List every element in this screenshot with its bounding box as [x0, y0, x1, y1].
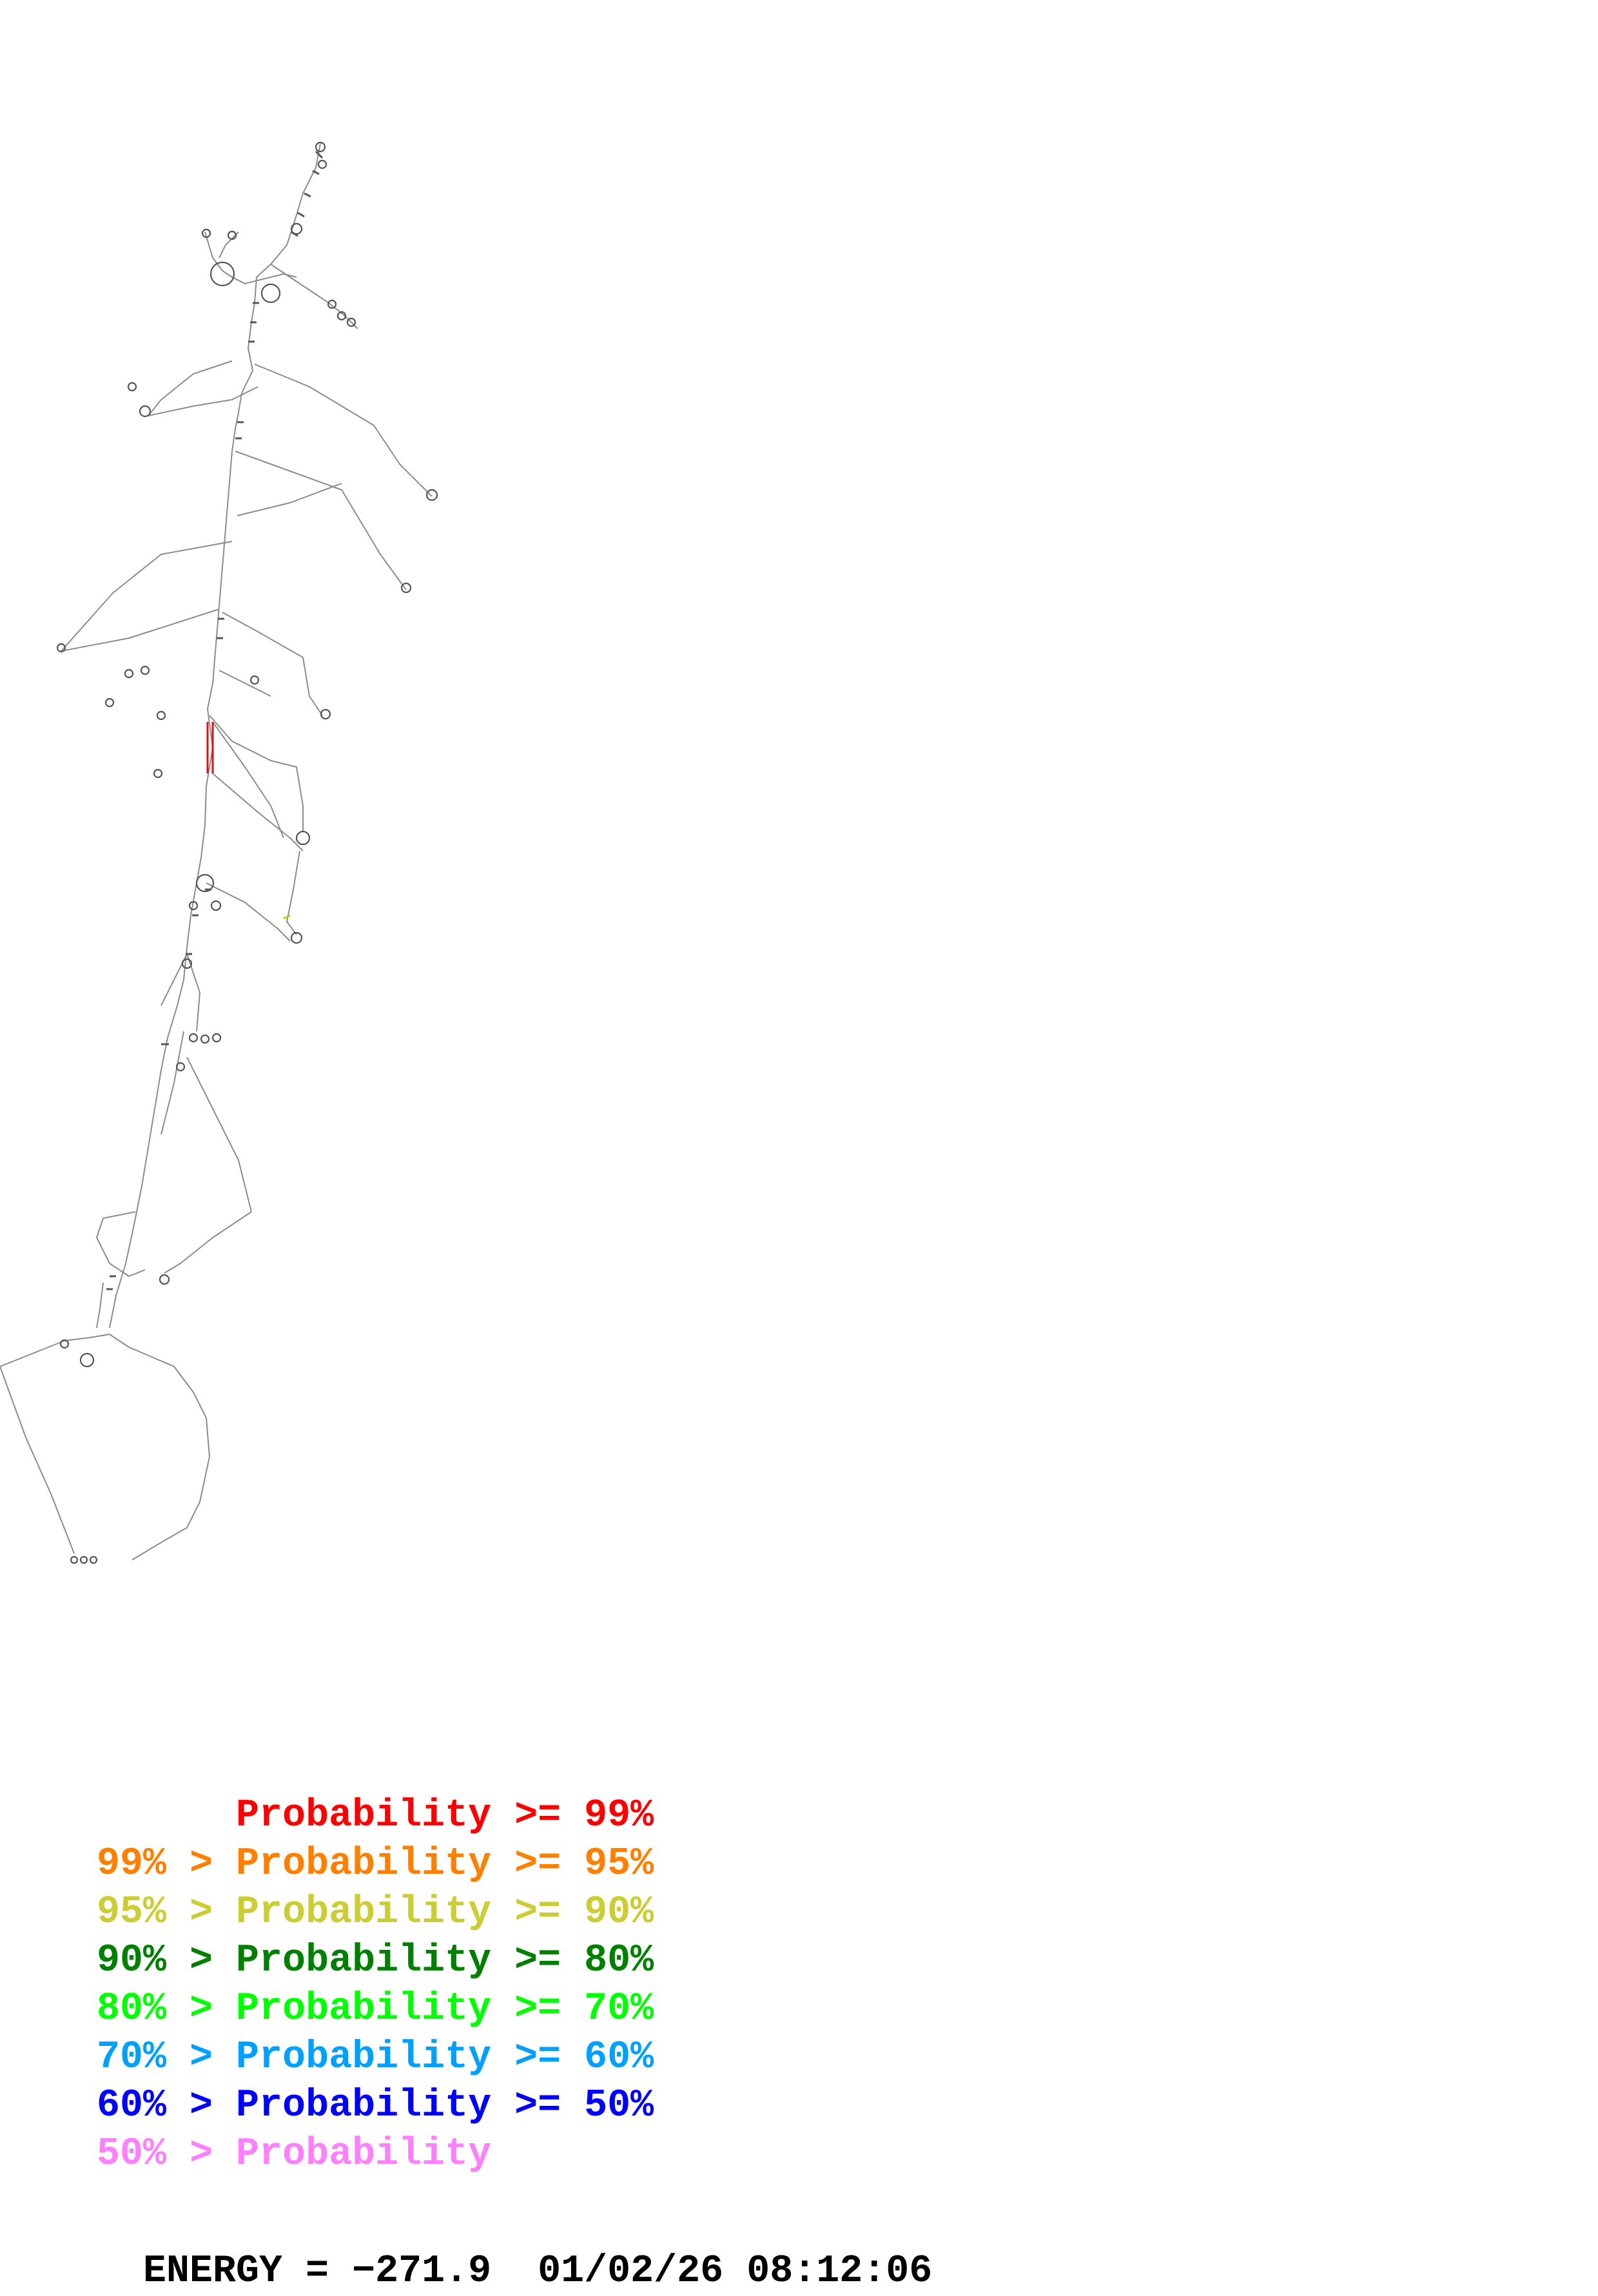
legend-gt: >	[190, 1939, 237, 1983]
legend-value: 95%	[584, 1842, 654, 1886]
legend-row: 50% > Probability	[97, 2130, 654, 2179]
legend-gt: >	[190, 1842, 237, 1886]
legend-row: 80% > Probability >= 70%	[97, 1985, 654, 2034]
legend-prefix: 60%	[97, 2084, 190, 2128]
legend-row: 60% > Probability >= 50%	[97, 2082, 654, 2130]
legend-gt: >	[190, 2036, 237, 2079]
legend-ge: >=	[491, 2084, 585, 2128]
energy-footer: ENERGY = −271.9 01/02/26 08:12:06	[97, 2199, 932, 2296]
legend-value: 70%	[584, 1987, 654, 2031]
legend-label: Probability	[236, 2132, 492, 2176]
energy-value: −271.9	[352, 2250, 492, 2293]
legend-label: Probability	[236, 1842, 492, 1886]
legend-ge: >=	[491, 1794, 585, 1838]
legend-row: 95% > Probability >= 90%	[97, 1889, 654, 1937]
legend-prefix: 50%	[97, 2132, 190, 2176]
legend-label: Probability	[236, 1987, 492, 2031]
legend-ge: >=	[491, 1939, 585, 1983]
legend-row: 70% > Probability >= 60%	[97, 2034, 654, 2082]
legend-gt: >	[190, 2132, 237, 2176]
rna-secondary-structure-drawing	[0, 141, 438, 1564]
legend-value: 50%	[584, 2084, 654, 2128]
legend-value: 99%	[584, 1794, 654, 1838]
legend-prefix: 80%	[97, 1987, 190, 2031]
legend-prefix: 70%	[97, 2036, 190, 2079]
legend-ge: >=	[491, 2036, 585, 2079]
legend-row: 90% > Probability >= 80%	[97, 1937, 654, 1985]
energy-label: ENERGY =	[143, 2250, 353, 2293]
legend-gt: >	[190, 1987, 237, 2031]
legend-label: Probability	[236, 1939, 492, 1983]
probability-legend: Probability >= 99% 99% > Probability >= 9…	[97, 1792, 654, 2179]
legend-row: 99% > Probability >= 95%	[97, 1840, 654, 1889]
legend-gt: >	[190, 2084, 237, 2128]
backbone	[0, 142, 433, 1561]
legend-prefix: 90%	[97, 1939, 190, 1983]
legend-ge: >=	[491, 1891, 585, 1934]
legend-gt: >	[190, 1891, 237, 1934]
date-stamp: 01/02/26	[538, 2250, 724, 2293]
time-stamp: 08:12:06	[746, 2250, 933, 2293]
legend-prefix: 95%	[97, 1891, 190, 1934]
legend-value: 60%	[584, 2036, 654, 2079]
legend-label: Probability	[236, 2036, 492, 2079]
legend-gt	[190, 1794, 236, 1838]
helix-stems	[106, 150, 324, 1290]
legend-ge: >=	[491, 1842, 585, 1886]
hairpin-loops	[56, 141, 438, 1564]
legend-ge: >=	[491, 1987, 585, 2031]
legend-prefix	[97, 1794, 190, 1838]
legend-label: Probability	[236, 1794, 492, 1838]
legend-value: 80%	[584, 1939, 654, 1983]
legend-prefix: 99%	[97, 1842, 190, 1886]
legend-row: Probability >= 99%	[97, 1792, 654, 1840]
legend-value: 90%	[584, 1891, 654, 1934]
legend-label: Probability	[236, 1891, 492, 1934]
legend-label: Probability	[236, 2084, 492, 2128]
